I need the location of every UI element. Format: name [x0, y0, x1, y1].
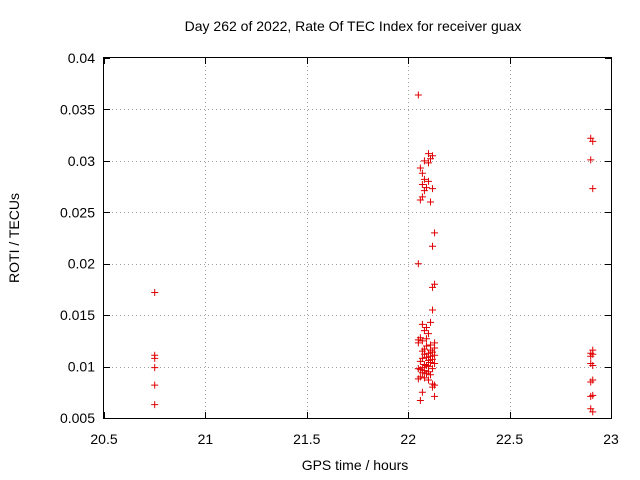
y-tick-labels: 0.005 0.01 0.015 0.02 0.025 0.03 0.035 0.04	[60, 50, 95, 426]
data-point-marker	[418, 337, 426, 345]
data-point-marker	[418, 169, 426, 177]
data-point-marker	[420, 175, 428, 183]
data-point-marker	[429, 365, 437, 373]
x-tick-label: 21	[198, 431, 214, 447]
data-point-marker	[424, 330, 432, 338]
data-point-marker	[424, 150, 432, 158]
data-point-marker	[427, 318, 435, 326]
x-tick-label: 22	[400, 431, 416, 447]
data-point-marker	[429, 383, 437, 391]
data-point-marker	[414, 339, 422, 347]
data-point-marker	[416, 357, 424, 365]
data-point-marker	[420, 327, 428, 335]
data-point-marker	[424, 159, 432, 167]
y-tick-label: 0.035	[60, 101, 95, 117]
y-tick-label: 0.04	[68, 50, 95, 66]
data-point-marker	[420, 157, 428, 165]
data-point-marker	[420, 374, 428, 382]
x-tick-labels: 20.5 21 21.5 22 22.5 23	[90, 431, 619, 447]
y-tick-label: 0.01	[68, 359, 95, 375]
data-point-marker	[422, 335, 430, 343]
data-point-marker	[587, 352, 595, 360]
x-axis-label: GPS time / hours	[302, 457, 409, 473]
data-point-marker	[427, 155, 435, 163]
data-point-marker	[427, 358, 435, 366]
data-point-marker	[431, 229, 439, 237]
x-tick-label: 23	[603, 431, 619, 447]
chart-title: Day 262 of 2022, Rate Of TEC Index for r…	[185, 18, 522, 34]
data-point-marker	[416, 196, 424, 204]
data-point-marker	[422, 370, 430, 378]
data-point-marker	[424, 177, 432, 185]
data-point-marker	[431, 344, 439, 352]
data-point-marker	[589, 137, 597, 145]
y-axis-label: ROTI / TECUs	[6, 193, 22, 283]
data-point-marker	[414, 375, 422, 383]
data-point-marker	[587, 378, 595, 386]
data-point-marker	[431, 351, 439, 359]
grid-lines	[104, 58, 611, 418]
data-point-marker	[418, 181, 426, 189]
data-point-marker	[416, 397, 424, 405]
data-point-marker	[431, 392, 439, 400]
data-point-marker	[418, 369, 426, 377]
data-point-marker	[587, 156, 595, 164]
y-tick-label: 0.02	[68, 256, 95, 272]
data-point-marker	[589, 185, 597, 193]
data-point-marker	[429, 242, 437, 250]
data-point-marker	[420, 187, 428, 195]
data-point-marker	[589, 408, 597, 416]
data-point-marker	[414, 91, 422, 99]
data-point-marker	[151, 401, 159, 409]
data-point-marker	[414, 260, 422, 268]
y-tick-label: 0.03	[68, 153, 95, 169]
y-tick-label: 0.005	[60, 410, 95, 426]
data-point-marker	[427, 198, 435, 206]
data-point-marker	[429, 306, 437, 314]
x-tick-label: 21.5	[293, 431, 320, 447]
data-point-marker	[416, 164, 424, 172]
data-point-marker	[151, 381, 159, 389]
data-point-marker	[431, 359, 439, 367]
data-point-marker	[589, 362, 597, 370]
axis-ticks	[104, 58, 612, 419]
y-tick-label: 0.015	[60, 307, 95, 323]
data-point-marker	[418, 388, 426, 396]
data-point-marker	[429, 283, 437, 291]
x-tick-label: 20.5	[90, 431, 117, 447]
data-point-marker	[424, 376, 432, 384]
data-point-marker	[151, 354, 159, 362]
data-point-marker	[427, 371, 435, 379]
data-point-marker	[151, 364, 159, 372]
data-point-marker	[587, 392, 595, 400]
plot-frame	[103, 57, 612, 419]
data-point-marker	[418, 320, 426, 328]
y-tick-label: 0.025	[60, 204, 95, 220]
data-point-marker	[151, 289, 159, 297]
data-point-marker	[429, 185, 437, 193]
data-points	[151, 91, 597, 416]
x-tick-label: 22.5	[496, 431, 523, 447]
